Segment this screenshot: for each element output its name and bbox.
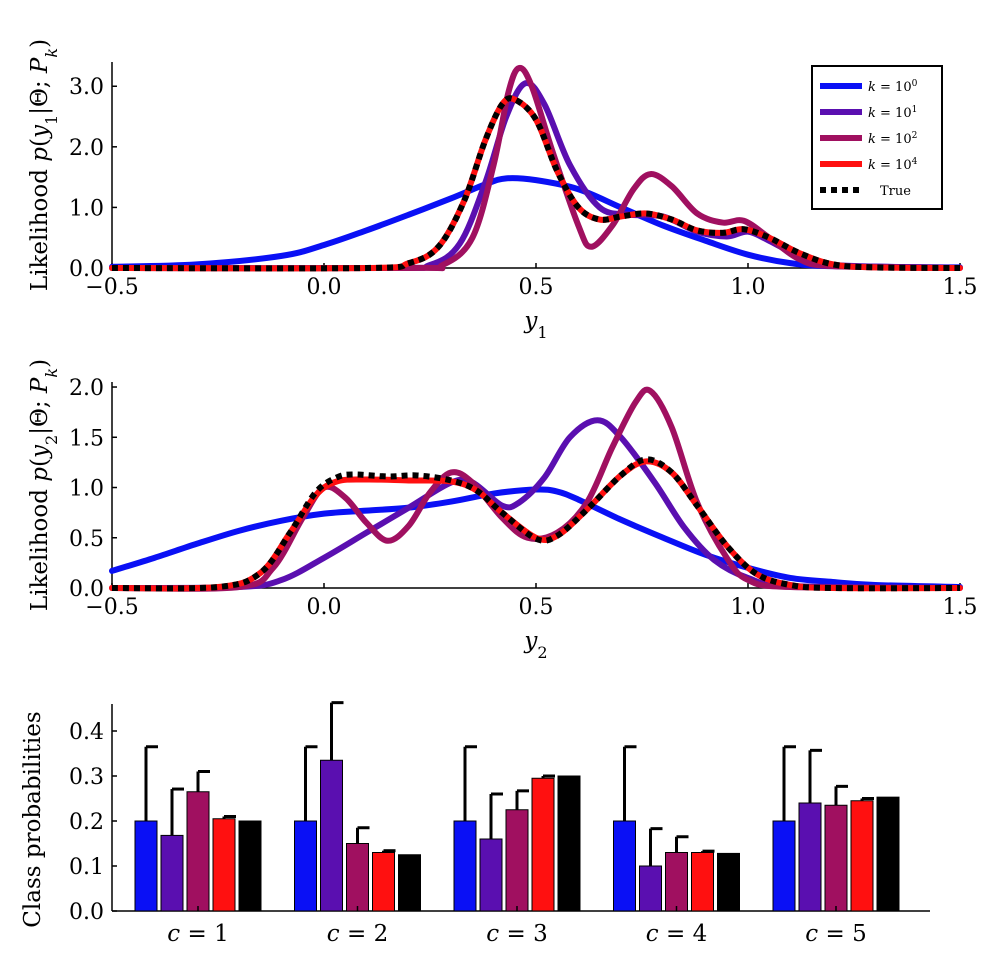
- x-tick-label: 0.5: [519, 275, 554, 300]
- bar-true: [557, 775, 581, 912]
- legend-label: True: [880, 184, 911, 199]
- x-tick-label: c = 3: [486, 921, 547, 947]
- bar-k1: [134, 820, 158, 912]
- y-axis-label: Class probabilities: [20, 711, 46, 927]
- x-tick-label: 0.5: [519, 595, 554, 620]
- bar-k100: [665, 852, 688, 912]
- y-tick-label: 0.0: [69, 257, 104, 282]
- x-tick-label: 0.0: [307, 595, 342, 620]
- series-line-k10000: [109, 458, 963, 592]
- bar-k10: [798, 802, 822, 912]
- legend-label: k = 102: [868, 131, 917, 147]
- legend-label: k = 101: [868, 105, 917, 121]
- x-axis-label: y1: [523, 308, 547, 342]
- x-tick-label: 0.0: [307, 275, 342, 300]
- series-line-k10: [109, 417, 963, 591]
- bar-k1: [772, 820, 796, 912]
- bar-k1: [453, 820, 477, 912]
- panel-class-probabilities: 0.0 0.1 0.2 0.3 0.4 c = 1 c = 2 c = 3 c = 4 c = 5…: [20, 701, 930, 947]
- bar-k1: [613, 820, 636, 912]
- y-tick-label: 1.0: [69, 196, 104, 221]
- series-line-k1: [109, 175, 963, 271]
- panel-y2-likelihood: −0.5 0.0 0.5 1.0 1.50.00.51.01.52.0Likelihoo…: [27, 359, 978, 662]
- y-tick-label: 0.0: [69, 577, 104, 602]
- bar-true: [876, 796, 900, 912]
- bar-k10000: [531, 777, 555, 912]
- y-tick-label: 1.0: [69, 477, 104, 502]
- bar-k10000: [212, 818, 236, 912]
- y-tick-label: 0.0: [69, 900, 104, 925]
- bar-k10000: [691, 852, 714, 912]
- y-tick-label: 0.2: [69, 810, 104, 835]
- series-line-true: [111, 95, 961, 272]
- x-axis-label: y2: [523, 628, 547, 662]
- y-tick-label: 0.1: [69, 855, 104, 880]
- y-tick-label: 2.0: [69, 136, 104, 161]
- y-axis-label: Likelihood p(y1|Θ; Pk): [27, 39, 61, 291]
- x-tick-label: c = 5: [805, 921, 866, 947]
- x-tick-label: 1.0: [731, 595, 766, 620]
- bar-true: [398, 854, 421, 912]
- bar-k10: [479, 838, 503, 912]
- x-tick-label: c = 1: [167, 921, 228, 947]
- series-line-true: [111, 456, 961, 592]
- x-tick-label: −0.5: [85, 275, 138, 300]
- x-tick-label: c = 4: [646, 921, 707, 947]
- bar-k10: [160, 834, 184, 912]
- y-tick-label: 2.0: [69, 376, 104, 401]
- y-tick-label: 0.4: [69, 720, 104, 745]
- y-tick-label: 0.3: [69, 765, 104, 790]
- x-tick-label: 1.0: [731, 275, 766, 300]
- bar-k100: [346, 843, 369, 912]
- bar-k100: [505, 809, 529, 912]
- legend-label: k = 100: [868, 79, 918, 95]
- bar-true: [717, 852, 740, 912]
- y-tick-label: 3.0: [69, 75, 104, 100]
- bar-true: [238, 820, 262, 912]
- x-tick-label: −0.5: [85, 595, 138, 620]
- y-tick-label: 1.5: [69, 426, 104, 451]
- bar-k100: [824, 804, 848, 912]
- series-line-k100: [109, 64, 963, 272]
- bar-k10: [639, 865, 662, 912]
- y-axis-label: Likelihood p(y2|Θ; Pk): [27, 359, 61, 611]
- bar-k1: [294, 820, 317, 912]
- x-tick-label: 1.5: [943, 275, 978, 300]
- legend-box: [811, 65, 943, 210]
- y-tick-label: 0.5: [69, 527, 104, 552]
- legend-label: k = 104: [868, 157, 918, 173]
- bar-k10000: [372, 852, 395, 912]
- x-tick-label: c = 2: [327, 921, 388, 947]
- x-tick-label: 1.5: [943, 595, 978, 620]
- bar-k10: [320, 759, 343, 912]
- bar-k100: [186, 791, 210, 912]
- bar-k10000: [850, 800, 874, 912]
